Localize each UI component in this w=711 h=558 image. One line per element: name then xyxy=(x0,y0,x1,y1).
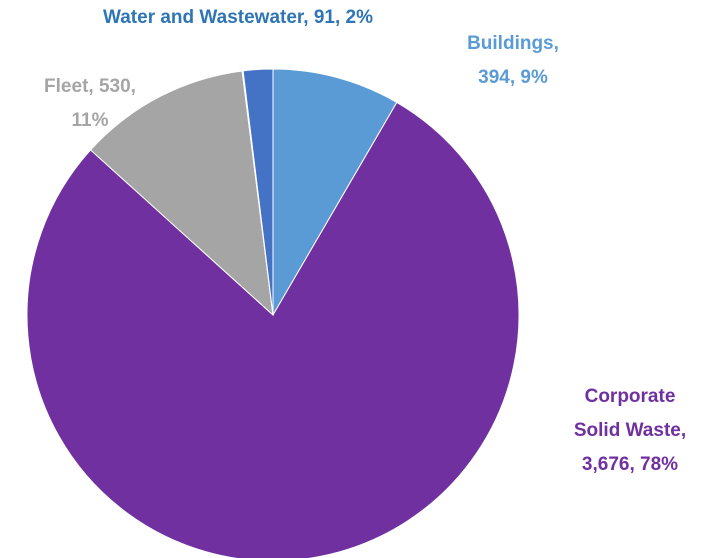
data-label: 11% xyxy=(72,110,109,131)
data-label: Water and Wastewater, 91, 2% xyxy=(103,7,373,28)
data-label: Fleet, 530, xyxy=(44,76,136,97)
data-label: Solid Waste, xyxy=(574,420,686,441)
pie-slice xyxy=(89,70,274,317)
data-label: Buildings, xyxy=(467,33,559,54)
pie-slice xyxy=(242,68,274,316)
data-label: Corporate xyxy=(585,386,676,407)
pie-slice xyxy=(272,68,398,317)
pie-slice xyxy=(26,101,520,558)
data-label: 3,676, 78% xyxy=(582,454,678,475)
data-label: 394, 9% xyxy=(478,67,548,88)
